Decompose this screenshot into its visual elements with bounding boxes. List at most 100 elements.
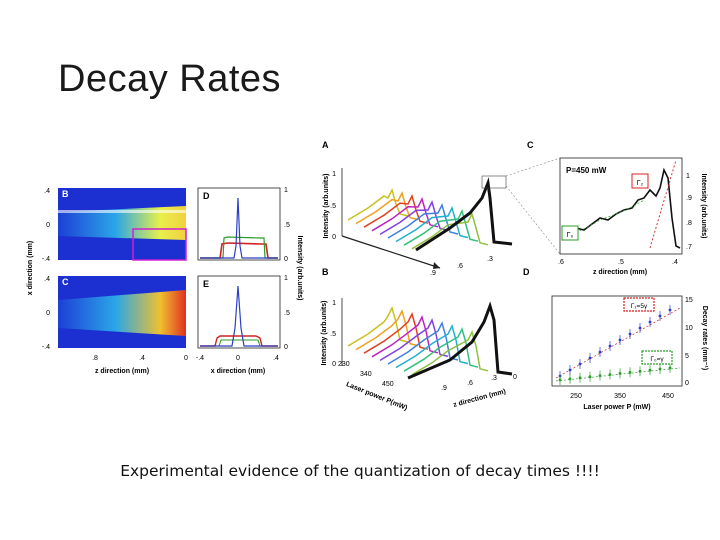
b-power-tick: 230 [338,361,350,368]
d-y-tick: 15 [685,297,693,304]
c-x-tick: .4 [672,259,678,266]
panel-b-letter: B [62,189,69,199]
a-z-tick: .3 [487,256,493,263]
left-z-label: z direction (mm) [95,368,149,375]
c-x-label: z direction (mm) [593,269,647,276]
waterfall-curve [371,196,439,232]
a-y-tick: 0 [332,234,336,241]
b-y-tick: .5 [330,331,336,338]
d-y-tick: 0 [685,380,689,387]
decay-point [638,369,642,373]
decay-point [608,373,612,376]
int-tick: 1 [284,275,288,282]
left-y-tick: 0 [46,310,50,317]
left-z-tick: 0 [184,355,188,362]
decay-point [628,370,632,374]
decay-point [638,326,642,330]
decay-point [608,344,612,348]
b-zero-tick: 0 [513,374,517,381]
waterfall-curve [411,329,489,376]
d-x-label: Laser power P (mW) [583,404,650,411]
panel-c-inset: P=450 mW Γ₂ Γ₀ [559,157,683,255]
int-tick: 0 [284,344,288,351]
d-y-label: Decay rates (mm⁻¹) [701,306,708,370]
left-y-tick: -.4 [42,344,50,351]
panel-d-profile: D [197,187,281,261]
d-y-tick: 5 [685,353,689,360]
b-y-label: Intensity (arb.units) [321,301,328,366]
figure: B C .4 0 -.4 .4 0 -.4 x direction (mm) .… [27,140,708,412]
b-power-tick: 340 [360,371,372,378]
waterfall-curve [379,199,449,236]
left-y-tick: 0 [46,222,50,229]
panel-c-heatmap: C [58,276,186,348]
left-z-tick: .8 [92,355,98,362]
panel-a-waterfall [341,168,513,269]
decay-point [588,356,592,360]
c-x-tick: .6 [558,259,564,266]
c-y-tick: 1 [686,173,690,180]
c-y-tick: .7 [686,244,692,251]
panel-e-profile: E [197,275,281,349]
waterfall-curve [403,208,479,246]
waterfall-curve [371,314,439,358]
panel-a-letter: A [322,140,329,150]
panel-d-letter-right: D [523,267,530,277]
a-y-tick: .5 [330,203,336,210]
waterfall-curve [347,305,409,347]
decay-point [578,376,582,380]
panel-d-letter: D [203,191,210,201]
decay-point [558,378,562,382]
panel-c-letter-right: C [527,140,534,150]
panel-c-letter: C [62,277,69,287]
b-y-tick: 1 [332,300,336,307]
decay-point [648,368,652,372]
waterfall-curve [379,317,449,362]
b-z-tick: .6 [467,380,473,387]
left-x-tick: -.4 [196,355,204,362]
d-x-tick: 450 [662,393,674,400]
decay-point [668,308,672,312]
waterfall-curve [411,211,489,250]
int-tick: 0 [284,256,288,263]
waterfall-curve [395,323,469,369]
decay-point [628,332,632,336]
left-y-tick: .4 [44,276,50,283]
decay-point [578,362,582,366]
d-annot-top: Γ₁=5γ [631,303,648,310]
c-y-tick: .8 [686,220,692,227]
d-annot-bottom: Γ₀=γ [650,356,664,363]
c-x-tick: .5 [618,259,624,266]
decay-point [618,372,622,375]
b-y-tick: 0 [332,361,336,368]
decay-point [658,367,662,371]
waterfall-curve [387,320,459,365]
a-y-label: Intensity (arb.units) [323,174,330,239]
left-y-tick: .4 [44,188,50,195]
decay-point [588,375,592,379]
decay-point [668,366,672,370]
a-z-tick: .6 [457,263,463,270]
panel-b-letter-right: B [322,267,329,277]
decay-point [568,368,572,372]
d-x-tick: 250 [570,393,582,400]
int-tick: 1 [284,187,288,194]
waterfall-curve [347,187,409,221]
decay-point [568,377,572,381]
panel-b-heatmap: B [58,188,187,261]
slide-caption: Experimental evidence of the quantizatio… [120,462,600,480]
b-z-label: z direction (mm) [453,388,507,409]
d-y-tick: 10 [685,325,693,332]
decay-point [598,374,602,377]
left-x-tick: .4 [273,355,279,362]
waterfall-curve [363,193,429,228]
c-gamma-bottom: Γ₀ [567,232,574,239]
left-x-tick: 0 [236,355,240,362]
left-z-tick: .4 [139,355,145,362]
decay-point [658,314,662,318]
decay-point [648,320,652,324]
a-y-tick: 1 [332,171,336,178]
left-x-label: x direction (mm) [211,368,265,375]
d-x-tick: 350 [614,393,626,400]
a-z-tick: .9 [430,270,436,277]
